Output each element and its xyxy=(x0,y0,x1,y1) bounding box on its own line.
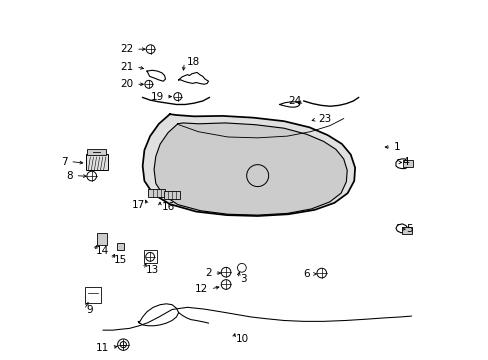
Text: 19: 19 xyxy=(150,91,163,102)
Polygon shape xyxy=(142,114,354,216)
Text: 22: 22 xyxy=(121,44,134,54)
Bar xyxy=(403,160,412,167)
Bar xyxy=(401,228,411,234)
Text: 9: 9 xyxy=(86,305,93,315)
Text: 1: 1 xyxy=(393,142,400,152)
Text: 17: 17 xyxy=(132,201,145,211)
Bar xyxy=(143,250,156,264)
Text: 10: 10 xyxy=(235,334,248,344)
Text: 6: 6 xyxy=(303,269,310,279)
Polygon shape xyxy=(154,123,346,215)
Text: 24: 24 xyxy=(288,96,301,106)
Bar xyxy=(148,189,164,197)
Text: 16: 16 xyxy=(162,202,175,212)
Text: 5: 5 xyxy=(405,224,412,234)
Text: 12: 12 xyxy=(195,284,208,294)
Text: 18: 18 xyxy=(186,57,200,67)
Text: 23: 23 xyxy=(318,114,331,125)
Text: 7: 7 xyxy=(61,157,68,167)
Text: 2: 2 xyxy=(205,268,212,278)
Bar xyxy=(84,287,101,303)
Text: 13: 13 xyxy=(146,265,159,275)
Bar xyxy=(85,154,107,170)
Bar xyxy=(117,243,124,250)
Bar xyxy=(163,192,180,199)
Text: 11: 11 xyxy=(96,343,109,353)
Text: 21: 21 xyxy=(121,62,134,72)
Text: 4: 4 xyxy=(402,157,408,167)
Text: 15: 15 xyxy=(113,255,127,265)
Text: 8: 8 xyxy=(66,171,73,181)
Text: 20: 20 xyxy=(121,79,134,89)
Text: 3: 3 xyxy=(240,274,246,284)
Bar xyxy=(97,233,106,246)
Bar xyxy=(87,149,105,154)
Text: 14: 14 xyxy=(96,246,109,256)
